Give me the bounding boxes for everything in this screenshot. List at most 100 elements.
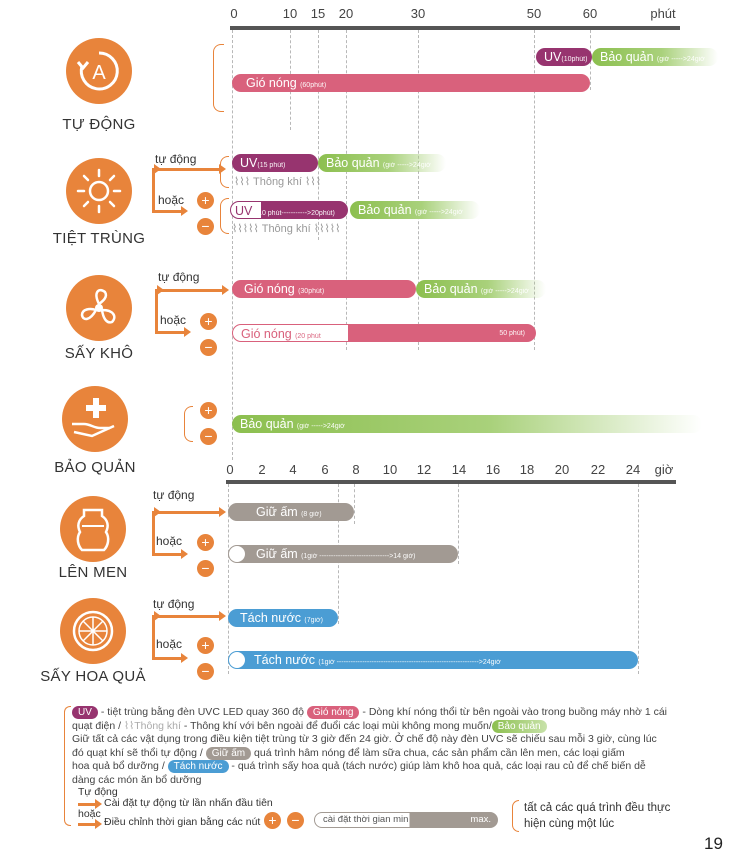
brace [220, 198, 229, 234]
tick-label: 0 [230, 6, 238, 21]
minus-button-icon: − [197, 663, 214, 680]
sterilize-store-bar: Bảo quản (giờ ----->24giờ [318, 154, 446, 172]
plus-button-icon: + [200, 402, 217, 419]
plus-button-icon: + [200, 313, 217, 330]
or-arrow [152, 549, 188, 559]
dry-mode-icon [66, 275, 132, 341]
legend-or-arrow [78, 819, 102, 829]
or-option-label: hoặc [160, 313, 187, 327]
gridline [534, 30, 535, 350]
gridline [458, 484, 459, 564]
gridline [346, 30, 347, 350]
brace [220, 156, 229, 188]
gridline [354, 484, 355, 524]
minus-button-icon: − [287, 812, 304, 829]
connector [152, 507, 161, 555]
legend-text: UV - tiệt trùng bằng đèn UVC LED quay 36… [72, 706, 712, 787]
tick-label: 12 [416, 462, 432, 477]
legend-or-word: hoặc [78, 808, 101, 820]
auto-option-label: tự động [153, 597, 195, 611]
sterilize-store-bar-2: Bảo quản (giờ ----->24giờ [350, 201, 480, 219]
or-arrow [152, 206, 188, 216]
sterilize-uv-bar: UV(15 phút) [232, 154, 318, 172]
fruit-dry-mode-title: SẤY HOA QUẢ [40, 668, 146, 685]
auto-option-label: tự động [153, 488, 195, 502]
brace [213, 44, 224, 112]
fruit-dry-adjustable-bar: Tách nước (1giờ ------------------------… [228, 651, 638, 669]
axis-unit: giờ [654, 462, 674, 477]
dry-store-bar: Bảo quản (giờ ----->24giờ [416, 280, 546, 298]
auto-mode-title: TỰ ĐỘNG [62, 116, 136, 133]
auto-option-label: tự động [158, 270, 200, 284]
axis-unit: phút [650, 6, 676, 21]
minus-button-icon: − [200, 428, 217, 445]
gridline [638, 484, 639, 674]
tick-label: 60 [582, 6, 598, 21]
gridline [228, 484, 229, 674]
sterilize-mode-icon [66, 158, 132, 224]
legend-auto-arrow [78, 799, 102, 809]
uv-chip: UV [72, 706, 98, 719]
tick-label: 30 [410, 6, 426, 21]
auto-arrow [152, 164, 226, 174]
tick-label: 24 [625, 462, 641, 477]
legend-brace [512, 800, 519, 832]
tick-label: 8 [352, 462, 360, 477]
auto-arrow [155, 285, 229, 295]
auto-arrow [152, 507, 226, 517]
sterilize-mode-title: TIỆT TRÙNG [52, 230, 146, 247]
preserve-store-bar: Bảo quản (giờ ----->24giờ [232, 415, 702, 433]
tick-label: 10 [282, 6, 298, 21]
legend-line: đó quạt khí sẽ thổi tự động / Giữ ấm quá… [72, 746, 625, 760]
hours-axis [226, 480, 676, 484]
legend-brace [64, 706, 71, 826]
tick-label: 16 [485, 462, 501, 477]
svg-text:A: A [92, 62, 106, 84]
minus-button-icon: − [197, 560, 214, 577]
tick-label: 14 [451, 462, 467, 477]
tick-label: 50 [526, 6, 542, 21]
connector [155, 285, 164, 333]
minus-button-icon: − [197, 218, 214, 235]
auto-uv-bar: UV(10phút) [536, 48, 592, 66]
plus-button-icon: + [197, 637, 214, 654]
vent-wave: ⌇⌇⌇⌇⌇ Thông khí ⌇⌇⌇⌇⌇ [232, 223, 341, 235]
preserve-mode-title: BẢO QUẢN [54, 459, 136, 476]
dehydrate-chip: Tách nước [167, 760, 229, 773]
auto-store-bar: Bảo quản (giờ ----->24giờ [592, 48, 718, 66]
or-option-label: hoặc [158, 193, 185, 207]
warm-chip: Giữ ấm [205, 746, 252, 760]
sterilize-uv-adjustable-bar: UV (10 phút----------->20phút) [230, 201, 348, 219]
tick-label: 6 [321, 462, 329, 477]
legend-auto-desc: Cài đặt tự động từ lần nhấn đầu tiên [104, 797, 273, 809]
connector [152, 164, 161, 212]
ferment-mode-icon [60, 496, 126, 562]
legend-line: Giữ tất cả các vật dụng trong điều kiện … [72, 733, 657, 745]
or-arrow [155, 327, 191, 337]
or-option-label: hoặc [156, 637, 183, 651]
gridline [318, 30, 319, 240]
plus-button-icon: + [197, 192, 214, 209]
legend-adjust-desc: Điều chỉnh thời gian bằng các nút [104, 816, 261, 828]
brace [184, 406, 193, 442]
plus-button-icon: + [197, 534, 214, 551]
ferment-mode-title: LÊN MEN [58, 564, 128, 581]
ferment-warm-bar: Giữ ấm (8 giờ) [228, 503, 354, 521]
legend-line: quạt điện / ⌇⌇Thông khí - Thông khí với … [72, 719, 712, 734]
auto-mode-icon: A [66, 38, 132, 104]
legend-line: hoa quả bổ dưỡng / Tách nước - quá trình… [72, 760, 646, 773]
auto-option-label: tự động [155, 152, 197, 166]
tick-label: 18 [519, 462, 535, 477]
legend-line: UV - tiệt trùng bằng đèn UVC LED quay 36… [72, 706, 712, 720]
or-arrow [152, 653, 188, 663]
legend-simultaneous-note: tất cả các quá trình đều thực hiện cùng … [524, 802, 671, 830]
tick-label: 10 [382, 462, 398, 477]
fruit-dry-bar: Tách nước (7giờ) [228, 609, 338, 627]
dry-hot-air-adjustable-bar: Gió nóng (20 phút 50 phút) [232, 324, 536, 342]
tick-label: 20 [554, 462, 570, 477]
tick-label: 0 [226, 462, 234, 477]
auto-arrow [152, 611, 226, 621]
preserve-mode-icon [62, 386, 128, 452]
tick-label: 20 [338, 6, 354, 21]
store-chip: Bảo quản [491, 719, 547, 733]
